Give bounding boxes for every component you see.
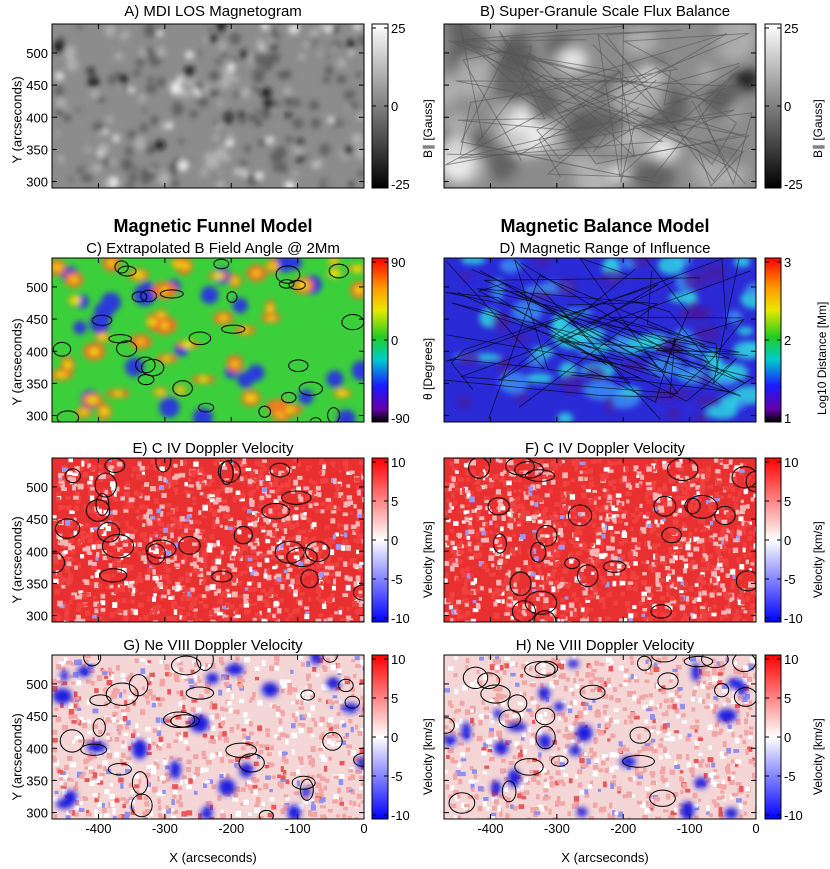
x-tick-label: -100 [285,821,311,836]
colorbar-tick-label: -5 [391,769,403,784]
colorbar-tick-label: 0 [391,333,398,348]
y-tick-label: 300 [26,175,48,190]
y-tick-label: 300 [26,409,48,424]
colorbar-tick-label: 5 [391,691,398,706]
colorbar-tick-label: 5 [391,494,398,509]
y-tick-label: 300 [26,806,48,821]
y-tick-label: 450 [26,78,48,93]
colorbar-tick-label: 0 [784,99,791,114]
x-tick-label: -400 [85,821,111,836]
colorbar-tick-label: 10 [784,455,798,470]
x-tick-label: -100 [677,821,703,836]
y-tick-label: 350 [26,773,48,788]
panel-g: -400 -300 -200 -100 0 500 450 400 350 300 10 5 0 -5 -1… [26,652,410,836]
panel-c: 500 450 400 350 300 90 0 -90 [26,255,410,426]
panel-title-d: D) Magnetic Range of Influence [499,240,711,257]
x-tick-label: -200 [610,821,636,836]
y-tick-label: 400 [26,344,48,359]
y-tick-label: 500 [26,677,48,692]
colorbar-tick-label: 0 [391,99,398,114]
model-heading-balance: Magnetic Balance Model [500,216,710,236]
colorbar-tick-label: 10 [391,652,405,667]
x-tick-label: 0 [360,821,367,836]
colorbar-tick-label: -10 [784,808,803,823]
panel-title-b: B) Super-Granule Scale Flux Balance [479,3,731,20]
colorbar-tick-label: 25 [784,21,798,36]
colorbar-tick-label: 5 [784,691,791,706]
colorbar-tick-label: 0 [391,533,398,548]
panel-d: 3 2 1 [443,255,791,426]
y-tick-label: 400 [26,544,48,559]
y-tick-label: 350 [26,376,48,391]
y-tick-label: 400 [26,741,48,756]
y-tick-label: 500 [26,280,48,295]
x-axis-label-left: X (arcseconds) [169,850,257,865]
y-tick-label: 450 [26,312,48,327]
x-tick-label: -200 [218,821,244,836]
panel-b: 25 0 -25 [443,21,803,192]
panel-f: 10 5 0 -5 -10 [443,455,803,626]
colorbar-tick-label: 0 [784,730,791,745]
colorbar-tick-label: -10 [391,611,410,626]
y-tick-label: 350 [26,576,48,591]
panel-title-a: A) MDI LOS Magnetogram [124,3,302,20]
colorbar-tick-label: 0 [391,730,398,745]
x-tick-label: 0 [752,821,759,836]
colorbar-tick-label: -10 [391,808,410,823]
x-tick-label: -300 [544,821,570,836]
y-tick-label: 500 [26,480,48,495]
colorbar-tick-label: 2 [784,333,791,348]
panel-title-g: G) Ne VIII Doppler Velocity [123,637,303,654]
panel-title-e: E) C IV Doppler Velocity [132,440,294,457]
panel-title-h: H) Ne VIII Doppler Velocity [515,637,695,654]
colorbar-tick-label: 1 [784,411,791,426]
colorbar-tick-label: 10 [784,652,798,667]
colorbar-tick-label: 3 [784,255,791,270]
y-tick-label: 400 [26,110,48,125]
x-tick-label: -400 [477,821,503,836]
model-heading-funnel: Magnetic Funnel Model [113,216,313,236]
colorbar-tick-label: -10 [784,611,803,626]
colorbar-tick-label: -5 [391,572,403,587]
colorbar-tick-label: -25 [391,177,410,192]
y-tick-label: 500 [26,46,48,61]
y-tick-label: 350 [26,142,48,157]
colorbar-tick-label: 0 [784,533,791,548]
colorbar-tick-label: 10 [391,455,405,470]
panel-title-c: C) Extrapolated B Field Angle @ 2Mm [86,240,340,257]
colorbar-tick-label: 25 [391,21,405,36]
colorbar-tick-label: 5 [784,494,791,509]
colorbar-tick-label: -5 [784,572,796,587]
colorbar-tick-label: -90 [391,411,410,426]
x-axis-label-right: X (arcseconds) [561,850,649,865]
x-tick-label: -300 [152,821,178,836]
panel-title-f: F) C IV Doppler Velocity [524,440,686,457]
colorbar-tick-label: -5 [784,769,796,784]
panel-e: 500 450 400 350 300 10 5 0 -5 -10 [26,455,410,626]
y-tick-label: 450 [26,709,48,724]
y-tick-label: 300 [26,609,48,624]
y-tick-label: 450 [26,512,48,527]
panel-h: -400 -300 -200 -100 0 10 5 0 -5 -10 [443,652,803,836]
colorbar-tick-label: -25 [784,177,803,192]
colorbar-tick-label: 90 [391,255,405,270]
